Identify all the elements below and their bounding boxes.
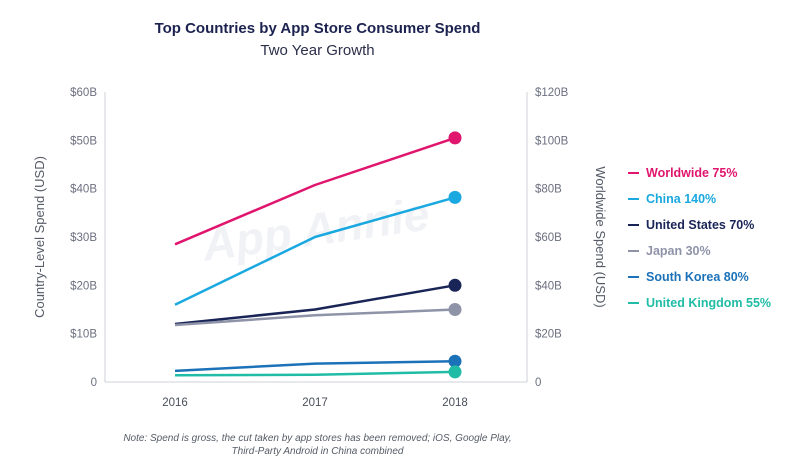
chart-subtitle: Two Year Growth bbox=[260, 42, 375, 59]
legend-label: South Korea 80% bbox=[646, 270, 749, 284]
y-left-tick-label: $40B bbox=[70, 184, 97, 196]
note-line-1: Note: Spend is gross, the cut taken by a… bbox=[123, 433, 512, 444]
legend-item: China 140% bbox=[628, 186, 771, 212]
legend-swatch bbox=[628, 224, 639, 226]
x-tick-label: 2017 bbox=[302, 397, 328, 409]
series-end-point bbox=[448, 303, 462, 316]
legend-label: United Kingdom 55% bbox=[646, 296, 772, 310]
series-line bbox=[174, 370, 456, 377]
series-line bbox=[174, 308, 456, 327]
series-line bbox=[174, 136, 456, 246]
legend-label: Japan 30% bbox=[646, 244, 711, 258]
series-end-point bbox=[448, 190, 462, 204]
y-left-tick-label: $30B bbox=[70, 232, 97, 244]
legend-item: Worldwide 75% bbox=[628, 160, 771, 186]
y-left-tick-label: $50B bbox=[70, 135, 97, 147]
chart-title: Top Countries by App Store Consumer Spen… bbox=[154, 20, 481, 37]
y-right-tick-label: 0 bbox=[535, 377, 541, 389]
y-left-tick-label: $10B bbox=[70, 329, 97, 341]
x-tick-label: 2016 bbox=[162, 397, 188, 409]
y-left-axis-title: Country-Level Spend (USD) bbox=[32, 156, 47, 318]
chart-note: Note: Spend is gross, the cut taken by a… bbox=[0, 432, 635, 458]
legend-item: United Kingdom 55% bbox=[628, 290, 771, 316]
legend-swatch bbox=[628, 250, 639, 252]
series-line bbox=[174, 196, 456, 306]
legend-swatch bbox=[628, 172, 639, 174]
series-end-point bbox=[448, 354, 462, 368]
watermark: App Annie bbox=[198, 188, 432, 271]
y-right-tick-label: $40B bbox=[535, 280, 562, 292]
legend-item: South Korea 80% bbox=[628, 264, 771, 290]
legend-label: United States 70% bbox=[646, 218, 755, 232]
legend-label: China 140% bbox=[646, 192, 717, 206]
legend-swatch bbox=[628, 302, 639, 304]
y-right-tick-label: $100B bbox=[535, 135, 569, 147]
y-left-tick-label: 0 bbox=[91, 377, 97, 389]
chart-legend: Worldwide 75% China 140% United States 70%… bbox=[628, 160, 771, 316]
y-right-tick-label: $60B bbox=[535, 232, 562, 244]
legend-swatch bbox=[628, 276, 639, 278]
series-line bbox=[174, 359, 456, 373]
series-end-point bbox=[448, 365, 462, 379]
y-right-tick-label: $120B bbox=[535, 87, 569, 99]
y-right-axis-title: Worldwide Spend (USD) bbox=[593, 166, 608, 307]
series-end-point bbox=[448, 278, 462, 292]
series-line bbox=[174, 284, 456, 326]
legend-label: Worldwide 75% bbox=[646, 166, 738, 180]
legend-item: United States 70% bbox=[628, 212, 771, 238]
legend-item: Japan 30% bbox=[628, 238, 771, 264]
series-end-point bbox=[448, 131, 462, 145]
x-tick-label: 2018 bbox=[442, 397, 468, 409]
y-right-tick-label: $80B bbox=[535, 184, 562, 196]
y-left-tick-label: $60B bbox=[70, 87, 97, 99]
y-left-tick-label: $20B bbox=[70, 280, 97, 292]
y-right-tick-label: $20B bbox=[535, 329, 562, 341]
note-line-2: Third-Party Android in China combined bbox=[231, 446, 404, 457]
legend-swatch bbox=[628, 198, 639, 200]
